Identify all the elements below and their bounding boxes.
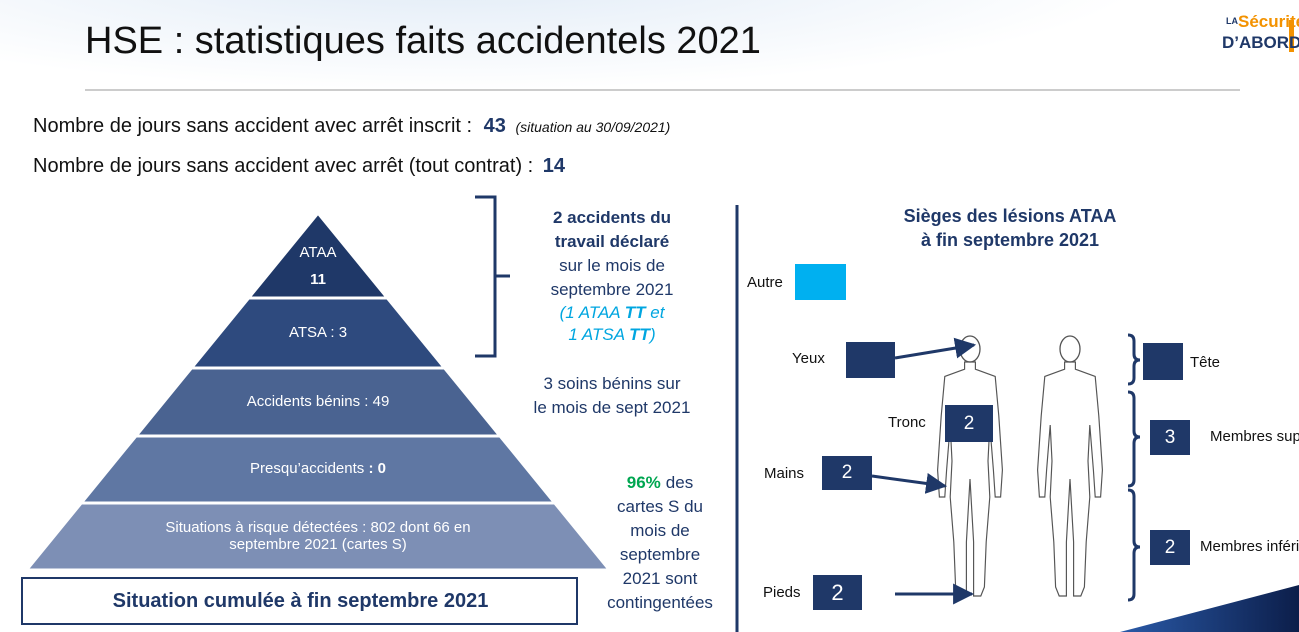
site-label: Autre [747,274,783,291]
note-heading: travail déclaré [532,230,692,254]
head [1060,336,1080,362]
detail-part: (1 ATAA [560,303,625,322]
arrow [872,476,945,486]
map-title: Sièges des lésions ATAA à fin septembre … [860,204,1160,252]
note-line: contingentées [595,591,725,615]
stat-line: Nombre de jours sans accident avec arrêt… [33,115,670,138]
stat-label: Nombre de jours sans accident avec arrêt… [33,155,533,177]
note-line: septembre 2021 [532,278,692,302]
note: 2 accidents du travail déclaré sur le mo… [532,206,692,346]
stat-line: Nombre de jours sans accident avec arrêt… [33,155,565,178]
note-line: sur le mois de [532,254,692,278]
note-detail: (1 ATAA TT et [532,302,692,324]
level-line: Presqu’accidents : 0 [118,460,518,477]
map-title-line: Sièges des lésions ATAA [860,204,1160,228]
note-line: septembre [595,543,725,567]
braces [1128,335,1140,600]
group-label: Membres supérieurs [1210,428,1299,445]
brace [1128,490,1140,600]
arrows [872,345,974,594]
level-label: ATAA [268,244,368,261]
site-box [846,342,895,378]
logo-bottom: D’ABORD [1222,33,1299,53]
level-value: 11 [268,271,368,288]
bracket [475,197,510,356]
note-line: 96% des [595,471,725,495]
site-label: Mains [764,465,804,482]
note-detail: 1 ATSA TT) [532,324,692,346]
detail-part: TT [629,325,650,344]
group-label: Tête [1190,354,1220,371]
site-label: Pieds [763,584,801,601]
group-label: Membres inférieurs [1200,538,1299,555]
note-line: 2021 sont [595,567,725,591]
group-value: 2 [1150,530,1190,565]
note-highlight: 96% [627,473,661,492]
site-label: Tronc [888,414,926,431]
title: HSE : statistiques faits accidentels 202… [85,20,761,63]
note: 96% des cartes S du mois de septembre 202… [595,471,725,615]
body-back [938,362,1003,596]
level-text: Accidents bénins : 49 [168,393,468,410]
stat-note: (situation au 30/09/2021) [515,119,670,135]
note-line: mois de [595,519,725,543]
footer-text: Situation cumulée à fin septembre 2021 [22,590,579,613]
logo-top: Sécurité [1238,12,1299,32]
logo-prefix: LA [1226,16,1238,26]
level-value: : 0 [368,460,386,477]
note: 3 soins bénins sur le mois de sept 2021 [522,372,702,420]
level-text: ATSA : 3 [218,324,418,341]
level-text: Situations à risque détectées : 802 dont… [128,519,508,553]
stat-label: Nombre de jours sans accident avec arrêt… [33,115,472,137]
detail-part: et [646,303,665,322]
brace [1128,392,1140,486]
site-value: 2 [813,575,862,610]
note-line: cartes S du [595,495,725,519]
note-line: le mois de sept 2021 [522,396,702,420]
site-box [795,264,846,300]
detail-part: ) [650,325,656,344]
body-front [1038,362,1103,596]
head [960,336,980,362]
stat-value: 14 [543,155,565,177]
map-title-line: à fin septembre 2021 [860,228,1160,252]
note-line: 3 soins bénins sur [522,372,702,396]
stat-value: 43 [484,115,506,137]
site-value: 2 [822,456,872,490]
body-figures [938,336,1103,596]
detail-part: 1 ATSA [568,325,629,344]
note-text: des [666,473,693,492]
site-value: 2 [945,405,993,442]
site-label: Yeux [792,350,825,367]
group-box [1143,343,1183,380]
group-value: 3 [1150,420,1190,455]
brace [1128,335,1140,384]
level-label: Presqu’accidents [250,460,364,477]
note-heading: 2 accidents du [532,206,692,230]
slide: HSE : statistiques faits accidentels 202… [0,0,1299,632]
corner-swoosh [1120,585,1299,632]
detail-part: TT [625,303,646,322]
